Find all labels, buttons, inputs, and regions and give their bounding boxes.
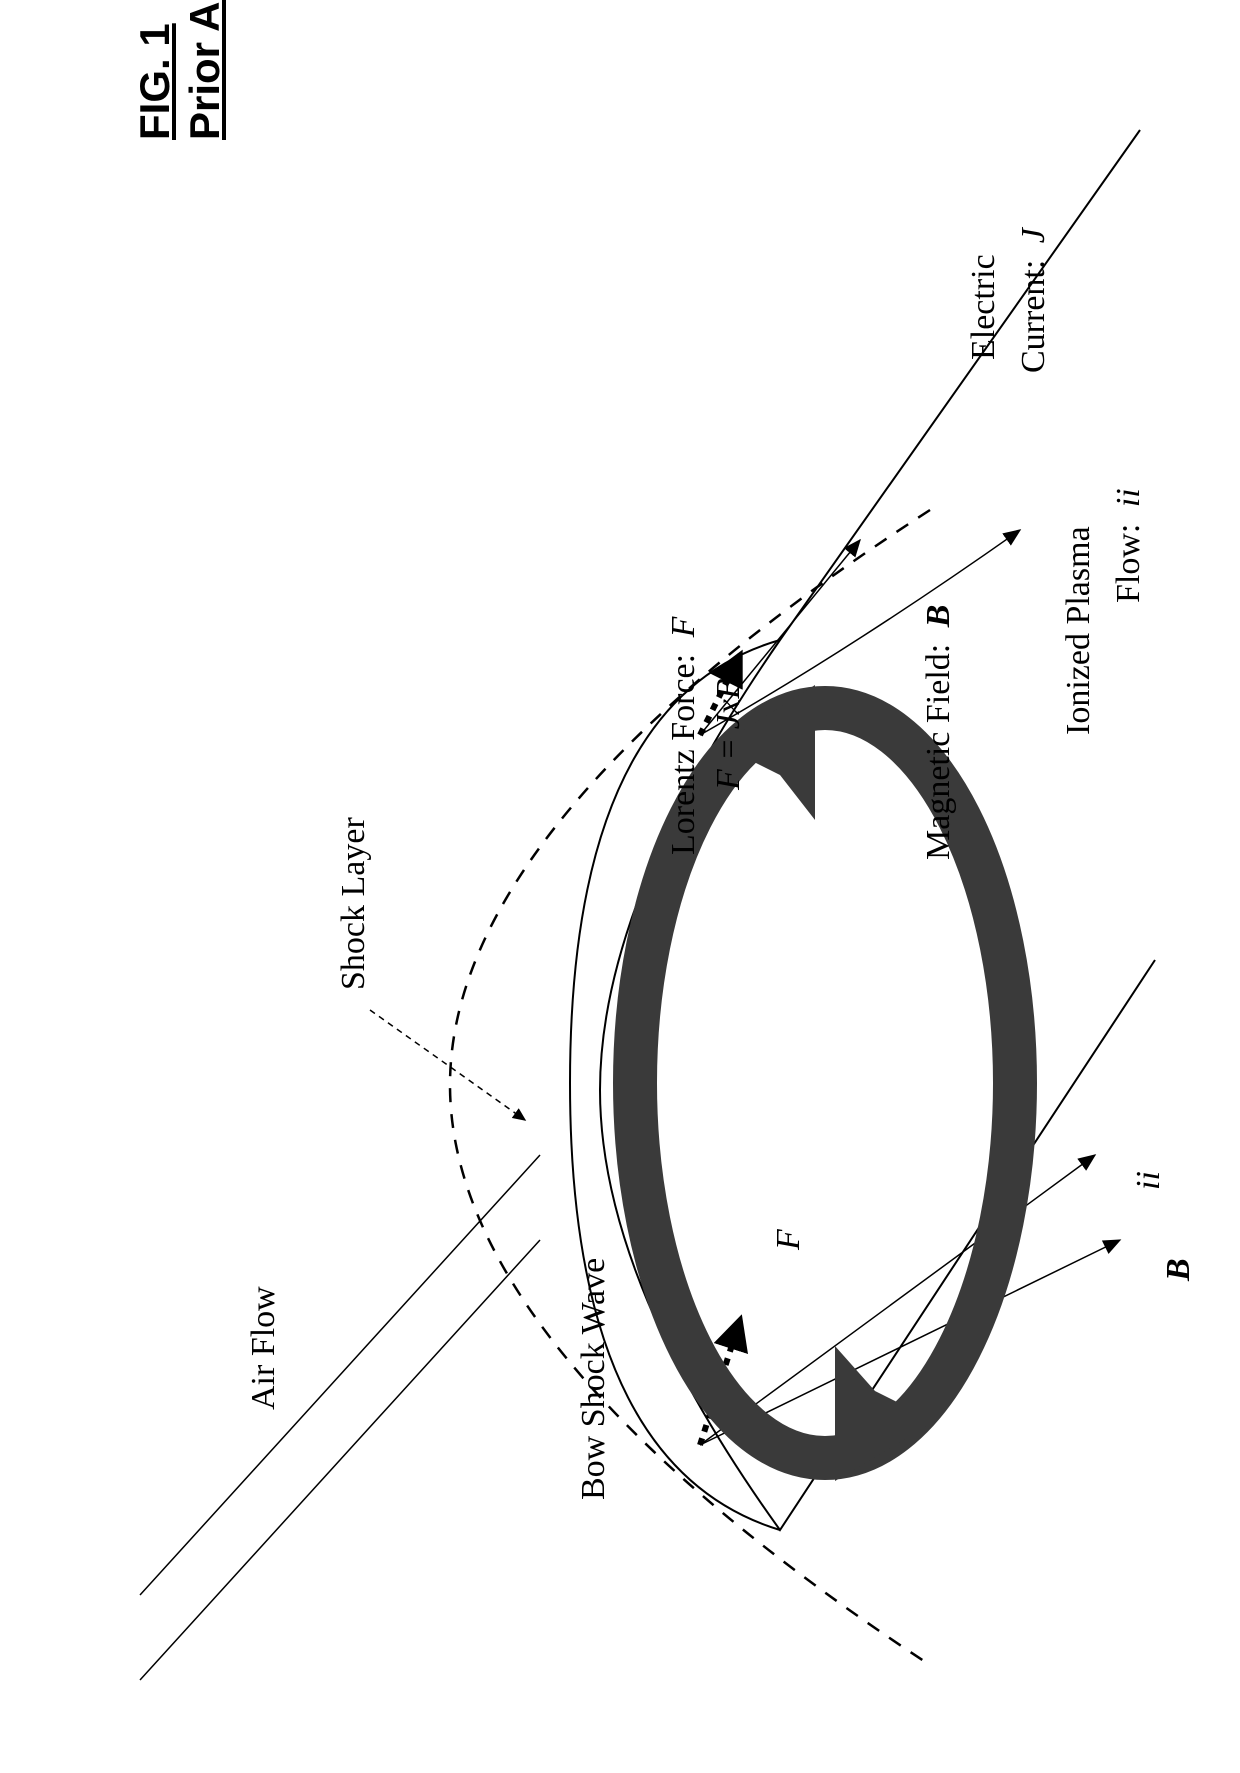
f-lower-label: F bbox=[770, 1229, 808, 1250]
air-flow-label: Air Flow bbox=[245, 1286, 283, 1410]
lorentz-force-eq: F = JxB bbox=[710, 678, 748, 790]
current-j: J bbox=[1015, 228, 1052, 243]
electric-label: Electric bbox=[965, 254, 1003, 360]
flow-text: Flow: bbox=[1110, 524, 1147, 603]
air-flow-line-2 bbox=[140, 1240, 540, 1680]
current-label: Current: J bbox=[1015, 228, 1053, 373]
shock-layer-leader bbox=[370, 1010, 525, 1120]
diagram-svg bbox=[0, 0, 1240, 1773]
lorentz-force-f: F bbox=[665, 617, 702, 638]
current-text: Current: bbox=[1015, 260, 1052, 373]
magnetic-field-text: Magnetic Field: bbox=[920, 644, 957, 860]
shock-layer-label: Shock Layer bbox=[335, 817, 373, 990]
magnetic-field-b: B bbox=[920, 605, 957, 628]
ii-lower-label: ii bbox=[1130, 1171, 1168, 1190]
b-lower-label: B bbox=[1160, 1258, 1198, 1281]
flow-label: Flow: ii bbox=[1110, 488, 1148, 603]
ionized-plasma-label: Ionized Plasma bbox=[1060, 526, 1098, 735]
lorentz-force-text: Lorentz Force: bbox=[665, 654, 702, 855]
magnetic-field-label: Magnetic Field: B bbox=[920, 605, 958, 860]
lorentz-force-label: Lorentz Force: F bbox=[665, 617, 703, 855]
bow-shock-wave-label: Bow Shock Wave bbox=[575, 1258, 613, 1500]
flow-ii: ii bbox=[1110, 488, 1147, 507]
